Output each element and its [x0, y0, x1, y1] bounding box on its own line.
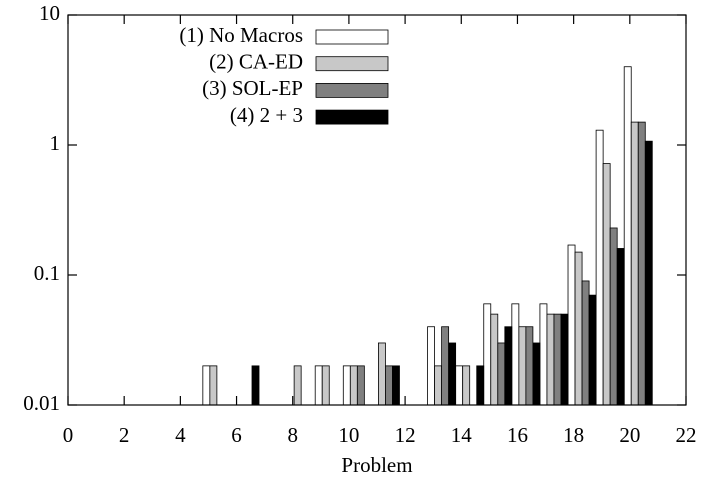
y-tick-label: 10 — [39, 1, 60, 25]
bar — [356, 365, 365, 406]
bar — [202, 365, 211, 406]
bar — [321, 365, 330, 406]
bar — [616, 248, 625, 406]
x-tick-label: 10 — [338, 423, 359, 447]
y-tick-label: 1 — [50, 131, 61, 155]
bar — [581, 280, 590, 406]
bar — [427, 326, 435, 406]
x-tick-label: 12 — [395, 423, 416, 447]
x-tick-label: 8 — [287, 423, 298, 447]
bar — [483, 303, 492, 406]
bar — [349, 365, 358, 406]
bar — [602, 163, 611, 406]
bar — [385, 365, 393, 406]
bar — [539, 303, 548, 406]
bar — [532, 342, 541, 406]
x-tick-label: 2 — [119, 423, 130, 447]
bar — [209, 365, 218, 406]
y-tick-label: 0.1 — [34, 261, 60, 285]
legend-label: (2) CA-ED — [209, 50, 303, 74]
bar — [455, 365, 464, 406]
bar — [392, 365, 400, 406]
bar — [490, 313, 499, 406]
bar — [314, 365, 323, 406]
bar — [553, 313, 562, 406]
y-tick-label: 0.01 — [23, 391, 60, 415]
bar — [595, 129, 604, 406]
x-tick-label: 16 — [507, 423, 528, 447]
bar — [251, 365, 260, 406]
bar — [434, 365, 443, 406]
bar — [448, 342, 457, 406]
legend-label: (1) No Macros — [179, 23, 303, 47]
bar — [644, 140, 653, 406]
bar — [574, 251, 583, 406]
bar — [525, 326, 534, 406]
legend-label: (4) 2 + 3 — [230, 103, 303, 127]
bar — [462, 365, 471, 406]
bar — [293, 365, 302, 406]
bar — [518, 326, 527, 406]
x-tick-label: 14 — [451, 423, 473, 447]
bar — [560, 313, 569, 406]
bar — [609, 227, 618, 406]
x-tick-label: 18 — [563, 423, 584, 447]
bar — [637, 121, 646, 406]
bar — [567, 244, 576, 406]
x-tick-label: 22 — [676, 423, 697, 447]
bar — [630, 121, 639, 406]
bar — [441, 326, 450, 406]
legend-swatch — [315, 56, 389, 72]
legend-swatch — [315, 109, 389, 125]
legend-swatch — [315, 29, 389, 45]
bar — [342, 365, 351, 406]
bar — [588, 294, 597, 406]
legend-swatch — [315, 83, 389, 98]
x-tick-label: 20 — [619, 423, 640, 447]
bar — [504, 326, 513, 406]
bar — [476, 365, 485, 406]
x-tick-label: 0 — [63, 423, 74, 447]
bar — [378, 342, 386, 406]
bar — [623, 66, 632, 406]
bar — [497, 342, 506, 406]
bar — [546, 313, 555, 406]
legend-label: (3) SOL-EP — [202, 76, 303, 100]
x-axis-label: Problem — [341, 453, 412, 477]
plot-frame — [67, 14, 687, 406]
bar — [511, 303, 520, 406]
x-tick-label: 6 — [231, 423, 242, 447]
x-tick-label: 4 — [175, 423, 186, 447]
